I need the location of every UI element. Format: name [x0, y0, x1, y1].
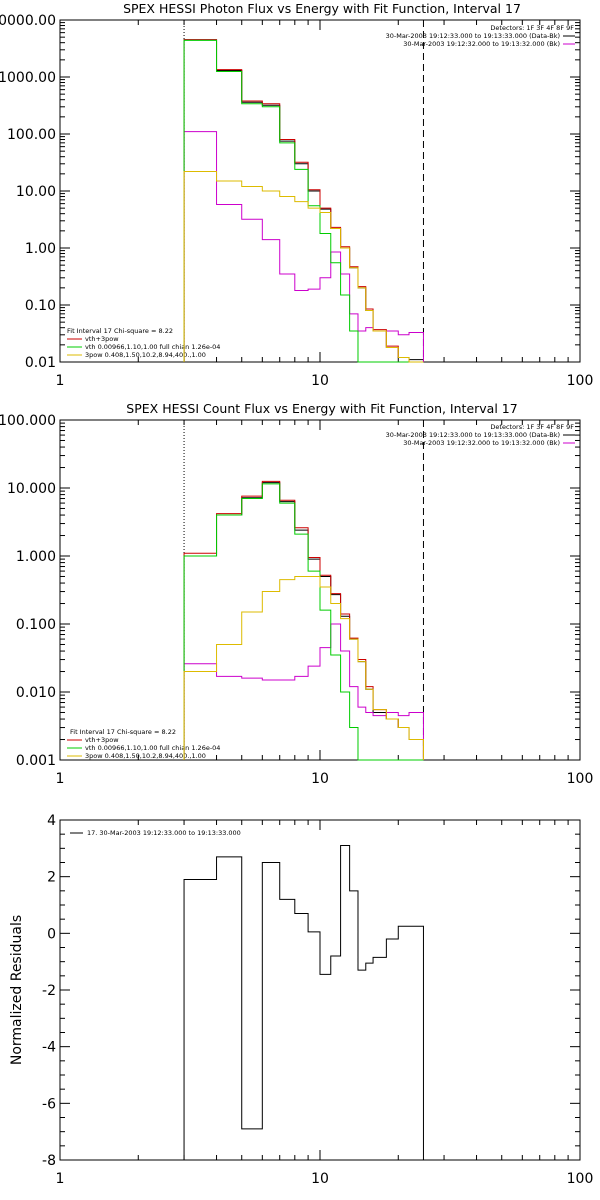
bk-series	[183, 623, 424, 760]
count-flux-header: Detectors: 1F 3F 4F 8F 9F 30-Mar-2003 19…	[386, 423, 575, 447]
photon-flux-panel: SPEX HESSI Photon Flux vs Energy with Fi…	[0, 1, 593, 389]
y-tick-label: -6	[42, 1096, 56, 1112]
data-bk-series	[183, 482, 424, 760]
y-tick-label: 0.010	[16, 685, 56, 701]
legend-3pow: 3pow 0.408,1.50,10.2,8.94,400.,1.00	[85, 351, 206, 359]
vth-3pow-series	[183, 480, 424, 760]
count-flux-legend: Fit Interval 17 Chi-square = 8.22 vth+3p…	[70, 728, 220, 760]
residuals-plot-frame	[59, 819, 581, 1161]
3pow-series	[183, 170, 424, 363]
photon-flux-header: Detectors: 1F 3F 4F 8F 9F 30-Mar-2003 19…	[386, 24, 575, 48]
y-tick-label: 0.01	[25, 355, 56, 371]
count-flux-panel: SPEX HESSI Count Flux vs Energy with Fit…	[0, 401, 593, 787]
x-tick-label: 100	[567, 1171, 594, 1187]
photon-flux-title: SPEX HESSI Photon Flux vs Energy with Fi…	[123, 1, 521, 16]
y-tick-label: 1.000	[16, 549, 56, 565]
y-tick-label: 1000.00	[0, 70, 56, 86]
vth-series	[183, 483, 424, 761]
y-tick-label: 0.001	[16, 753, 56, 769]
count-flux-title: SPEX HESSI Count Flux vs Energy with Fit…	[126, 401, 517, 416]
header-data-interval: 30-Mar-2003 19:12:33.000 to 19:13:33.000…	[386, 32, 560, 40]
residuals-legend-label: 17. 30-Mar-2003 19:12:33.000 to 19:13:33…	[87, 829, 241, 837]
legend-vth-3pow: vth+3pow	[85, 736, 119, 744]
x-tick-label: 1	[56, 373, 65, 389]
x-tick-label: 10	[311, 373, 329, 389]
y-tick-label: -4	[42, 1040, 56, 1056]
legend-vth-3pow: vth+3pow	[85, 335, 119, 343]
vth-3pow-series	[183, 39, 424, 363]
y-tick-label: 10000.00	[0, 13, 56, 29]
header-data-interval: 30-Mar-2003 19:12:33.000 to 19:13:33.000…	[386, 431, 560, 439]
legend-vth: vth 0.00966,1.10,1.00 full chian 1.26e-0…	[85, 343, 220, 351]
y-tick-label: 1.00	[25, 241, 56, 257]
3pow-series	[183, 575, 424, 760]
header-detectors: Detectors: 1F 3F 4F 8F 9F	[490, 24, 574, 32]
residuals-y-axis-label: Normalized Residuals	[9, 915, 25, 1065]
header-detectors: Detectors: 1F 3F 4F 8F 9F	[490, 423, 574, 431]
residuals-panel: Normalized Residuals 17. 30-Mar-2003 19:…	[9, 813, 593, 1187]
y-tick-label: 0.100	[16, 617, 56, 633]
y-tick-label: -2	[42, 983, 56, 999]
y-tick-label: 10.00	[16, 184, 56, 200]
vth-series	[183, 39, 424, 363]
data-bk-series	[183, 39, 424, 362]
header-bk-interval: 30-Mar-2003 19:12:32.000 to 19:13:32.000…	[403, 40, 560, 48]
y-tick-label: 2	[47, 870, 56, 886]
legend-fit-interval: Fit Interval 17 Chi-square = 8.22	[70, 728, 176, 736]
x-tick-label: 100	[567, 373, 594, 389]
legend-fit-interval: Fit Interval 17 Chi-square = 8.22	[67, 327, 173, 335]
x-tick-label: 100	[567, 771, 594, 787]
y-tick-label: 100.000	[0, 413, 56, 429]
y-tick-label: 0.10	[25, 298, 56, 314]
legend-3pow: 3pow 0.408,1.50,10.2,8.94,400.,1.00	[85, 752, 206, 760]
y-tick-label: 10.000	[7, 481, 56, 497]
header-bk-interval: 30-Mar-2003 19:12:32.000 to 19:13:32.000…	[403, 439, 560, 447]
bk-series	[183, 131, 424, 362]
residual-series	[183, 845, 424, 1160]
x-tick-label: 1	[56, 1171, 65, 1187]
legend-vth: vth 0.00966,1.10,1.00 full chian 1.26e-0…	[85, 744, 220, 752]
y-tick-label: 0	[47, 926, 56, 942]
y-tick-label: 4	[47, 813, 56, 829]
x-tick-label: 1	[56, 771, 65, 787]
photon-flux-legend: Fit Interval 17 Chi-square = 8.22 vth+3p…	[67, 327, 220, 359]
x-tick-label: 10	[311, 771, 329, 787]
y-tick-label: 100.00	[7, 127, 56, 143]
y-tick-label: -8	[42, 1153, 56, 1169]
x-tick-label: 10	[311, 1171, 329, 1187]
